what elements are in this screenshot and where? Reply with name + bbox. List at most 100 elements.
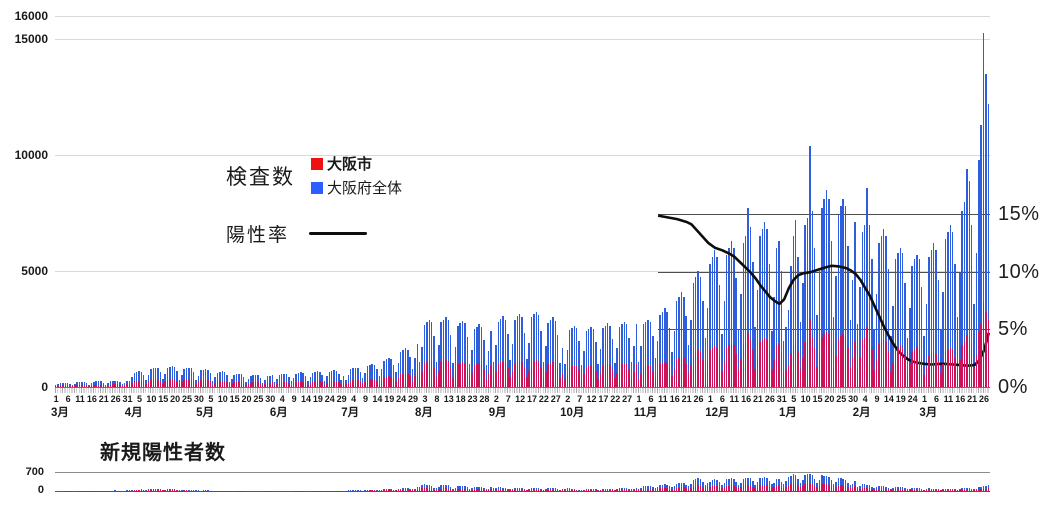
test-bar-city xyxy=(692,353,695,387)
rate-legend-title: 陽性率 xyxy=(226,225,290,246)
test-bar-city xyxy=(319,381,321,387)
test-bar-city xyxy=(592,366,595,387)
test-bar-city xyxy=(792,344,794,387)
test-bar-city xyxy=(987,319,990,387)
test-bar-pref xyxy=(423,324,426,387)
test-bar-pref xyxy=(114,380,116,387)
test-bar-pref xyxy=(190,368,193,387)
case-bar-pref xyxy=(547,488,549,491)
test-bar-pref xyxy=(590,326,592,387)
case-bar-pref xyxy=(502,487,504,491)
test-bar-city xyxy=(85,385,88,387)
test-bar-city xyxy=(502,361,504,387)
test-bar-city xyxy=(468,378,471,387)
case-bar-city xyxy=(183,490,185,491)
test-bar-pref xyxy=(335,370,338,387)
case-bar-city xyxy=(637,489,640,491)
test-bar-pref xyxy=(445,317,447,387)
test-bar-pref xyxy=(488,351,490,387)
test-bar-pref xyxy=(785,326,787,387)
case-bar-pref xyxy=(897,486,899,491)
case-bar-pref xyxy=(928,488,930,491)
test-bar-city xyxy=(359,381,361,387)
test-bar-city xyxy=(223,380,226,387)
test-bar-city xyxy=(649,366,652,387)
case-bar-city xyxy=(185,490,188,491)
case-bar-city xyxy=(459,488,461,491)
x-day-label: 26 xyxy=(979,394,990,404)
test-bar-pref xyxy=(276,378,278,387)
test-bar-city xyxy=(611,369,614,387)
case-bar-city xyxy=(454,489,457,491)
case-bar-city xyxy=(709,486,711,491)
test-bar-city xyxy=(499,362,502,387)
test-bar-pref xyxy=(511,344,514,387)
case-bar-city xyxy=(754,488,756,491)
x-day-label: 1 xyxy=(53,394,59,404)
test-bar-pref xyxy=(97,381,100,387)
test-bar-city xyxy=(104,385,107,387)
test-bar-pref xyxy=(649,322,652,387)
case-bar-city xyxy=(483,489,485,491)
test-bar-city xyxy=(438,371,440,387)
case-bar-pref xyxy=(490,487,492,491)
test-bar-pref xyxy=(402,349,404,387)
test-bar-pref xyxy=(202,369,204,387)
test-bar-pref xyxy=(71,385,74,387)
test-bar-pref xyxy=(887,268,890,387)
test-bar-city xyxy=(599,373,602,387)
case-bar-city xyxy=(925,490,928,491)
test-bar-city xyxy=(683,358,685,387)
test-bar-city xyxy=(935,354,937,387)
case-bar-pref xyxy=(759,478,761,491)
case-bar-pref xyxy=(932,488,935,491)
test-bar-pref xyxy=(773,296,775,387)
test-bar-pref xyxy=(228,381,231,387)
case-bar-pref xyxy=(352,490,354,491)
test-bar-pref xyxy=(523,332,526,387)
test-bar-city xyxy=(956,370,959,387)
test-bar-city xyxy=(590,365,592,387)
case-bar-pref xyxy=(447,485,450,491)
case-bar-city xyxy=(852,487,854,491)
tests-y-tick-15000: 15000 xyxy=(14,32,48,47)
test-bar-city xyxy=(283,381,285,387)
test-bar-city xyxy=(906,372,909,387)
x-day-label: 11 xyxy=(943,394,954,404)
case-bar-city xyxy=(166,490,169,491)
case-bar-pref xyxy=(347,490,350,491)
test-bar-city xyxy=(873,369,875,387)
test-bar-pref xyxy=(235,374,238,387)
case-bar-city xyxy=(516,489,519,491)
test-bar-pref xyxy=(725,254,728,387)
x-day-label: 25 xyxy=(253,394,264,404)
case-bar-pref xyxy=(354,490,357,491)
test-bar-city xyxy=(440,362,442,387)
city-swatch-icon xyxy=(311,157,323,170)
x-day-label: 1 xyxy=(707,394,713,404)
test-bar-pref xyxy=(185,368,188,387)
x-day-label: 17 xyxy=(527,394,538,404)
x-day-label: 16 xyxy=(669,394,680,404)
case-bar-pref xyxy=(133,489,135,491)
test-bar-pref xyxy=(316,371,319,387)
test-bar-city xyxy=(901,346,904,387)
case-bar-city xyxy=(702,486,704,491)
test-bar-pref xyxy=(597,363,599,387)
test-bar-city xyxy=(178,384,181,387)
x-day-label: 17 xyxy=(598,394,609,404)
case-bar-city xyxy=(435,489,438,491)
test-bar-city xyxy=(185,379,188,387)
test-bar-pref xyxy=(419,362,421,387)
case-bar-pref xyxy=(909,488,911,491)
test-bar-city xyxy=(680,356,683,387)
case-bar-city xyxy=(535,489,538,491)
test-bar-city xyxy=(514,362,516,387)
test-bar-pref xyxy=(380,368,383,387)
case-bar-pref xyxy=(678,483,680,491)
test-bar-city xyxy=(347,382,350,387)
test-bar-city xyxy=(307,384,309,387)
case-bar-city xyxy=(514,489,516,491)
case-bar-city xyxy=(509,490,511,491)
test-bar-pref xyxy=(59,383,62,387)
